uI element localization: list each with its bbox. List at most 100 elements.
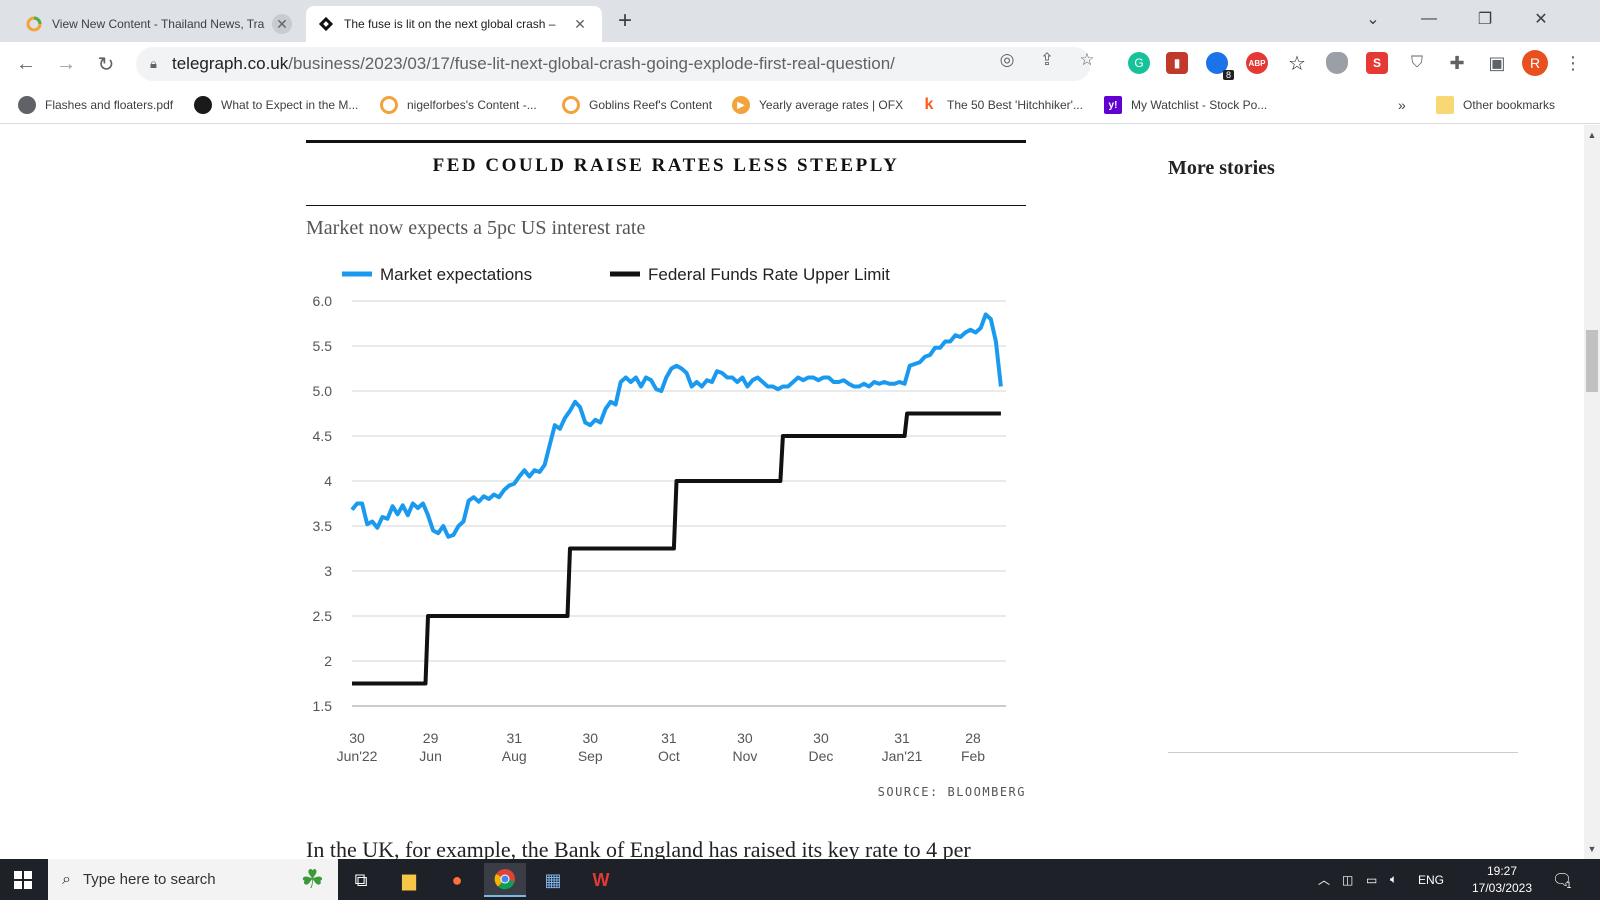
bookmark-item[interactable]: What to Expect in the M... xyxy=(194,95,358,115)
book-extension-icon[interactable]: ▮ xyxy=(1166,52,1188,74)
close-icon[interactable]: ✕ xyxy=(272,14,292,34)
y-tick-label: 6.0 xyxy=(313,293,333,309)
chart-subtitle: Market now expects a 5pc US interest rat… xyxy=(306,217,646,239)
new-tab-button[interactable]: + xyxy=(618,7,633,34)
bookmarks-bar: Flashes and floaters.pdf What to Expect … xyxy=(0,86,1600,124)
chrome-icon[interactable] xyxy=(484,863,526,897)
tab-thailand-news[interactable]: View New Content - Thailand News, Tra ✕ xyxy=(14,6,304,42)
profile-avatar[interactable]: R xyxy=(1522,50,1548,76)
lock-icon[interactable]: 🔒︎ xyxy=(150,56,157,71)
star-extension-icon[interactable]: ☆ xyxy=(1288,52,1306,75)
ghost-extension-icon[interactable]: 8 xyxy=(1206,52,1234,80)
taskbar-search-box[interactable]: ⌕ Type here to search ☘ xyxy=(48,859,338,900)
chart-divider xyxy=(306,205,1026,206)
task-view-icon[interactable]: ⧉ xyxy=(354,869,368,890)
bookmark-item[interactable]: Goblins Reef's Content xyxy=(562,95,712,115)
taskbar-search-placeholder: Type here to search xyxy=(82,871,216,888)
x-tick-label: Feb xyxy=(961,748,985,764)
firefox-icon[interactable]: ● xyxy=(451,869,463,890)
telegraph-logo-icon xyxy=(318,16,334,32)
y-tick-label: 1.5 xyxy=(313,698,333,714)
notification-center-icon[interactable]: 🗨︎ 1 xyxy=(1552,871,1573,890)
file-explorer-icon[interactable]: ▆ xyxy=(402,869,416,890)
restore-button[interactable]: ❐ xyxy=(1477,11,1493,28)
meet-now-icon[interactable]: ◫ xyxy=(1342,872,1354,887)
bookmark-item[interactable]: y! My Watchlist - Stock Po... xyxy=(1104,95,1267,115)
y-tick-label: 5.5 xyxy=(313,338,333,354)
s-extension-icon[interactable]: S xyxy=(1366,52,1388,74)
legend-label: Federal Funds Rate Upper Limit xyxy=(648,265,890,284)
address-bar[interactable]: 🔒︎ telegraph.co.uk/business/2023/03/17/f… xyxy=(136,47,1091,81)
url-text[interactable]: telegraph.co.uk/business/2023/03/17/fuse… xyxy=(172,54,895,74)
y-tick-label: 4 xyxy=(324,473,332,489)
puzzle-extensions-icon[interactable]: ✚ xyxy=(1449,52,1465,73)
x-tick-label: Oct xyxy=(658,748,680,764)
shamrock-icon: ☘ xyxy=(300,864,324,894)
wps-office-icon[interactable]: W xyxy=(592,869,610,890)
language-indicator[interactable]: ENG xyxy=(1418,872,1445,887)
bookmark-label: Yearly average rates | OFX xyxy=(759,98,904,112)
interest-rate-chart: 6.0 5.5 5.0 4.5 4 3.5 3 2.5 2 1.5 30 Jun'22 29 Jun 31 A… xyxy=(313,265,1006,764)
x-tick-label: Jun'22 xyxy=(337,748,378,764)
clock-date: 17/03/2023 xyxy=(1471,881,1533,895)
url-path: /business/2023/03/17/fuse-lit-next-globa… xyxy=(288,54,895,73)
eye-slash-icon[interactable]: ◎ xyxy=(999,50,1015,69)
page-scrollbar[interactable]: ▲ ▼ xyxy=(1584,125,1600,859)
other-bookmarks-folder[interactable]: Other bookmarks xyxy=(1436,95,1555,115)
bookmark-item[interactable]: k The 50 Best 'Hitchhiker'... xyxy=(920,95,1083,115)
close-icon[interactable]: ✕ xyxy=(574,15,586,32)
share-icon[interactable]: ⇪ xyxy=(1039,50,1055,69)
ext-badge: 8 xyxy=(1222,70,1234,80)
tab-telegraph[interactable]: The fuse is lit on the next global crash… xyxy=(306,6,602,42)
tray-overflow-chevron-icon[interactable]: ︿ xyxy=(1318,873,1331,887)
bookmark-favicon-icon: ▶ xyxy=(732,96,750,114)
x-tick-label: 29 xyxy=(423,730,439,746)
close-window-button[interactable]: ✕ xyxy=(1534,11,1548,28)
search-icon: ⌕ xyxy=(62,870,71,888)
grammarly-icon[interactable]: G xyxy=(1128,52,1150,74)
bookmark-label: Flashes and floaters.pdf xyxy=(45,98,174,112)
x-tick-label: 30 xyxy=(737,730,753,746)
clock-time: 19:27 xyxy=(1486,864,1518,878)
chart-title: FED COULD RAISE RATES LESS STEEPLY xyxy=(432,155,900,176)
x-tick-label: Sep xyxy=(578,748,603,764)
taskbar-clock[interactable]: 19:27 17/03/2023 xyxy=(1462,863,1542,897)
bookmark-label: Goblins Reef's Content xyxy=(589,98,713,112)
y-tick-label: 3.5 xyxy=(313,518,333,534)
x-tick-label: 31 xyxy=(894,730,910,746)
windows-start-icon[interactable] xyxy=(2,863,44,897)
shield-icon[interactable] xyxy=(1326,52,1348,74)
calculator-icon[interactable]: ▦ xyxy=(544,869,562,890)
bookmark-label: nigelforbes's Content -... xyxy=(407,98,537,112)
scroll-up-arrow-icon[interactable]: ▲ xyxy=(1587,130,1597,140)
x-tick-label: 31 xyxy=(506,730,522,746)
adblock-plus-icon[interactable]: ABP xyxy=(1246,52,1268,74)
back-button[interactable]: ← xyxy=(16,52,36,75)
bookmark-favicon-icon xyxy=(194,96,212,114)
x-tick-label: 30 xyxy=(349,730,365,746)
reload-button[interactable]: ↻ xyxy=(97,53,115,76)
x-tick-label: 30 xyxy=(582,730,598,746)
bookmark-star-icon[interactable]: ☆ xyxy=(1079,50,1095,69)
bookmarks-overflow-button[interactable]: » xyxy=(1398,97,1406,113)
folder-icon xyxy=(1436,96,1454,114)
vpn-shield-icon[interactable]: ⛉ xyxy=(1410,54,1423,71)
y-tick-label: 3 xyxy=(324,563,332,579)
bookmark-item[interactable]: Flashes and floaters.pdf xyxy=(18,95,173,115)
volume-icon[interactable]: 🔈︎ xyxy=(1390,872,1398,886)
kebab-menu-icon[interactable]: ⋮ xyxy=(1564,52,1582,73)
forward-button[interactable]: → xyxy=(56,52,76,75)
minimize-button[interactable]: — xyxy=(1421,10,1437,27)
scrollbar-thumb[interactable] xyxy=(1586,330,1598,392)
bookmark-item[interactable]: nigelforbes's Content -... xyxy=(380,95,537,115)
network-icon[interactable]: ▭ xyxy=(1366,872,1378,887)
tab-search-chevron-icon[interactable]: ⌄ xyxy=(1366,11,1380,28)
y-tick-label: 4.5 xyxy=(313,428,333,444)
bookmark-label: What to Expect in the M... xyxy=(221,98,359,112)
chart-top-rule xyxy=(306,140,1026,143)
bookmark-item[interactable]: ▶ Yearly average rates | OFX xyxy=(732,95,903,115)
market-expectations-line xyxy=(350,312,1003,539)
bookmark-label: My Watchlist - Stock Po... xyxy=(1131,98,1268,112)
scroll-down-arrow-icon[interactable]: ▼ xyxy=(1587,844,1597,854)
side-panel-icon[interactable]: ▣ xyxy=(1488,52,1506,73)
